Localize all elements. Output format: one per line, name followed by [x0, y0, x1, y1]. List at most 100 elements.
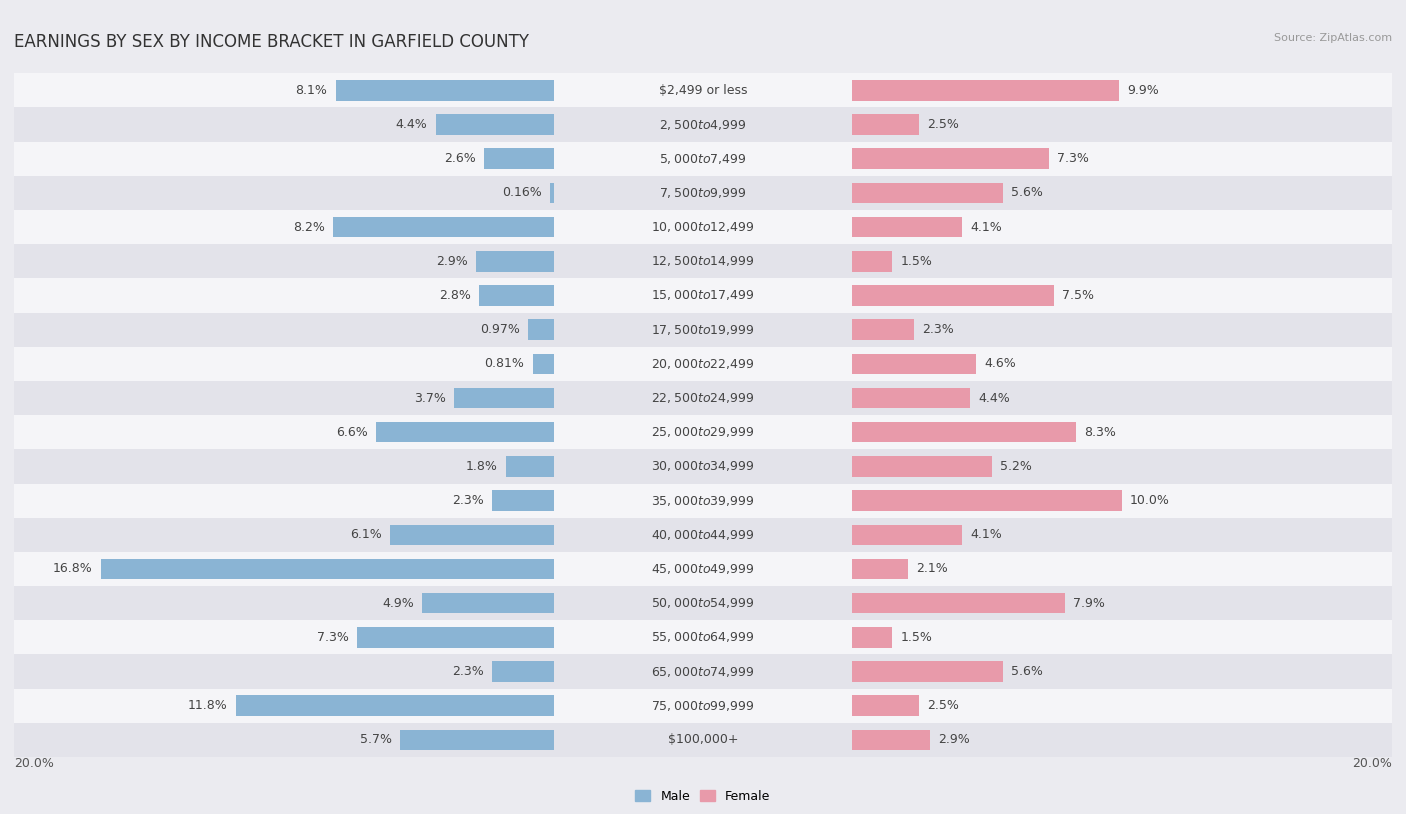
Bar [852, 593, 1064, 614]
Text: 4.1%: 4.1% [970, 221, 1002, 234]
Text: $75,000 to $99,999: $75,000 to $99,999 [651, 698, 755, 713]
Bar [852, 627, 893, 648]
Bar [14, 176, 554, 210]
Text: 2.3%: 2.3% [922, 323, 953, 336]
Bar [852, 415, 1392, 449]
Bar [401, 729, 554, 751]
Bar [554, 210, 852, 244]
Bar [852, 217, 962, 238]
Bar [852, 381, 1392, 415]
Bar [14, 449, 554, 484]
Text: 6.6%: 6.6% [336, 426, 368, 439]
Text: 0.81%: 0.81% [485, 357, 524, 370]
Bar [852, 586, 1392, 620]
Bar [554, 347, 852, 381]
Bar [14, 313, 554, 347]
Text: $2,500 to $4,999: $2,500 to $4,999 [659, 117, 747, 132]
Text: 20.0%: 20.0% [1353, 757, 1392, 770]
Bar [236, 695, 554, 716]
Bar [506, 456, 554, 477]
Text: 0.16%: 0.16% [502, 186, 541, 199]
Text: $35,000 to $39,999: $35,000 to $39,999 [651, 493, 755, 508]
Text: 1.5%: 1.5% [900, 255, 932, 268]
Bar [852, 524, 962, 545]
Text: 1.5%: 1.5% [900, 631, 932, 644]
Bar [14, 278, 554, 313]
Bar [14, 210, 554, 244]
Bar [14, 347, 554, 381]
Bar [852, 484, 1392, 518]
Bar [554, 586, 852, 620]
Text: 2.9%: 2.9% [938, 733, 970, 746]
Bar [14, 518, 554, 552]
Bar [554, 518, 852, 552]
Bar [14, 107, 554, 142]
Bar [852, 142, 1392, 176]
Bar [554, 723, 852, 757]
Bar [550, 182, 554, 204]
Text: 7.9%: 7.9% [1073, 597, 1105, 610]
Bar [852, 107, 1392, 142]
Bar [852, 319, 914, 340]
Text: 7.5%: 7.5% [1063, 289, 1094, 302]
Bar [554, 278, 852, 313]
Bar [852, 80, 1119, 101]
Text: 2.9%: 2.9% [436, 255, 468, 268]
Text: $25,000 to $29,999: $25,000 to $29,999 [651, 425, 755, 440]
Bar [852, 456, 993, 477]
Text: $100,000+: $100,000+ [668, 733, 738, 746]
Text: $17,500 to $19,999: $17,500 to $19,999 [651, 322, 755, 337]
Bar [554, 449, 852, 484]
Bar [554, 176, 852, 210]
Text: $15,000 to $17,499: $15,000 to $17,499 [651, 288, 755, 303]
Text: $55,000 to $64,999: $55,000 to $64,999 [651, 630, 755, 645]
Text: 0.97%: 0.97% [481, 323, 520, 336]
Bar [389, 524, 554, 545]
Bar [492, 661, 554, 682]
Text: 16.8%: 16.8% [52, 562, 93, 575]
Bar [554, 620, 852, 654]
Text: 1.8%: 1.8% [465, 460, 498, 473]
Bar [852, 552, 1392, 586]
Text: 2.8%: 2.8% [439, 289, 471, 302]
Text: 2.3%: 2.3% [453, 494, 484, 507]
Bar [852, 278, 1392, 313]
Bar [336, 80, 554, 101]
Text: $12,500 to $14,999: $12,500 to $14,999 [651, 254, 755, 269]
Bar [554, 142, 852, 176]
Text: 4.4%: 4.4% [395, 118, 427, 131]
Bar [852, 661, 1002, 682]
Text: 8.3%: 8.3% [1084, 426, 1116, 439]
Bar [529, 319, 554, 340]
Text: $40,000 to $44,999: $40,000 to $44,999 [651, 527, 755, 542]
Bar [14, 415, 554, 449]
Text: EARNINGS BY SEX BY INCOME BRACKET IN GARFIELD COUNTY: EARNINGS BY SEX BY INCOME BRACKET IN GAR… [14, 33, 529, 50]
Text: $2,499 or less: $2,499 or less [659, 84, 747, 97]
Bar [852, 285, 1054, 306]
Bar [852, 558, 908, 580]
Text: 5.2%: 5.2% [1000, 460, 1032, 473]
Bar [484, 148, 554, 169]
Text: 4.1%: 4.1% [970, 528, 1002, 541]
Text: 3.7%: 3.7% [415, 392, 446, 405]
Text: 4.9%: 4.9% [382, 597, 413, 610]
Text: $5,000 to $7,499: $5,000 to $7,499 [659, 151, 747, 166]
Text: 9.9%: 9.9% [1128, 84, 1159, 97]
Text: $7,500 to $9,999: $7,500 to $9,999 [659, 186, 747, 200]
Legend: Male, Female: Male, Female [630, 785, 776, 807]
Bar [852, 347, 1392, 381]
Bar [852, 73, 1392, 107]
Text: 8.1%: 8.1% [295, 84, 328, 97]
Text: 2.3%: 2.3% [453, 665, 484, 678]
Bar [554, 313, 852, 347]
Bar [422, 593, 554, 614]
Bar [852, 518, 1392, 552]
Bar [554, 107, 852, 142]
Bar [554, 654, 852, 689]
Text: $30,000 to $34,999: $30,000 to $34,999 [651, 459, 755, 474]
Bar [554, 689, 852, 723]
Bar [852, 148, 1049, 169]
Bar [852, 251, 893, 272]
Bar [852, 729, 929, 751]
Text: 2.5%: 2.5% [927, 699, 959, 712]
